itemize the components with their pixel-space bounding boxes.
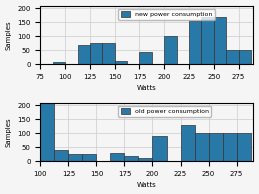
Bar [195, 133, 208, 161]
Bar [237, 133, 251, 161]
Bar [40, 103, 54, 161]
Y-axis label: Samples: Samples [5, 117, 12, 147]
Bar [68, 154, 82, 161]
Bar [102, 43, 115, 64]
Bar [189, 21, 202, 64]
Bar [82, 154, 96, 161]
Legend: new power consumption: new power consumption [118, 9, 215, 20]
Bar [139, 52, 152, 64]
Legend: old power consumption: old power consumption [118, 106, 211, 117]
Bar [110, 153, 125, 161]
Bar [239, 50, 251, 64]
Bar [226, 50, 239, 64]
Bar [90, 43, 102, 64]
Bar [164, 36, 177, 64]
Bar [54, 150, 68, 161]
Bar [77, 45, 90, 64]
Bar [125, 156, 139, 161]
Bar [115, 61, 127, 64]
Bar [181, 125, 195, 161]
X-axis label: Watts: Watts [137, 182, 157, 188]
Bar [208, 133, 222, 161]
Bar [139, 158, 153, 161]
Bar [202, 17, 214, 64]
Bar [222, 133, 237, 161]
Bar [214, 17, 226, 64]
Y-axis label: Samples: Samples [5, 20, 12, 50]
Bar [53, 62, 65, 64]
X-axis label: Watts: Watts [137, 85, 157, 91]
Bar [153, 136, 167, 161]
